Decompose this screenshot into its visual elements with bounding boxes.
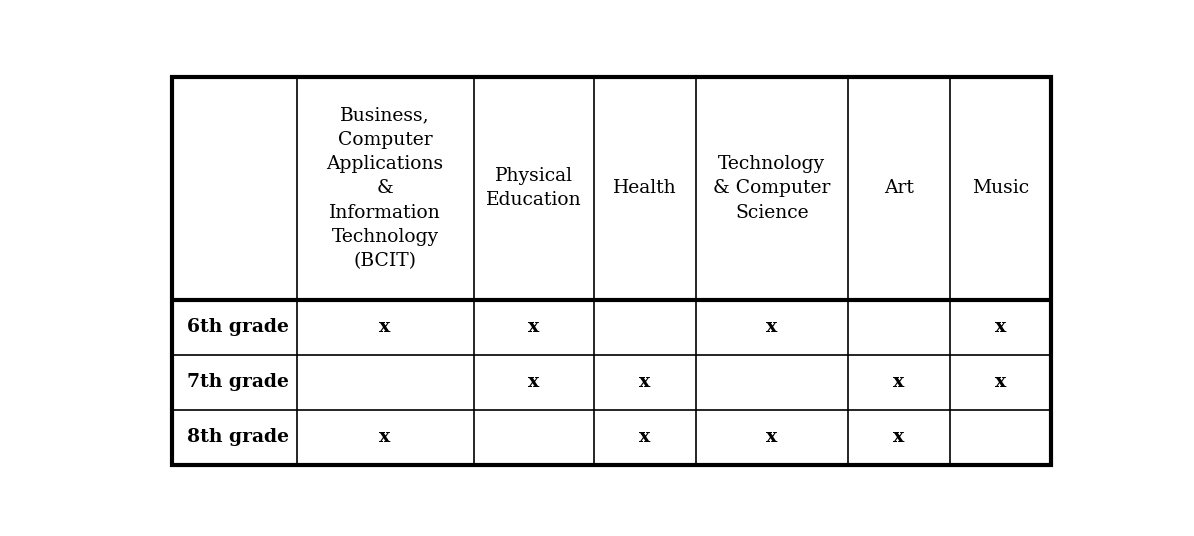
Text: x: x <box>893 428 905 446</box>
Text: x: x <box>639 373 651 391</box>
Text: Health: Health <box>613 179 677 197</box>
Text: 6th grade: 6th grade <box>187 318 289 336</box>
Text: x: x <box>639 428 651 446</box>
Text: x: x <box>893 373 905 391</box>
Text: x: x <box>528 318 540 336</box>
Text: x: x <box>380 318 390 336</box>
Text: x: x <box>528 373 540 391</box>
Text: 8th grade: 8th grade <box>187 428 289 446</box>
Text: Business,
Computer
Applications
&
Information
Technology
(BCIT): Business, Computer Applications & Inform… <box>326 106 444 270</box>
Text: 7th grade: 7th grade <box>187 373 289 391</box>
Text: x: x <box>995 318 1007 336</box>
Text: x: x <box>767 428 777 446</box>
Text: Physical
Education: Physical Education <box>486 167 581 210</box>
Text: x: x <box>380 428 390 446</box>
Text: x: x <box>995 373 1007 391</box>
Text: Music: Music <box>972 179 1029 197</box>
Text: x: x <box>767 318 777 336</box>
Text: Art: Art <box>884 179 913 197</box>
Text: Technology
& Computer
Science: Technology & Computer Science <box>713 155 831 221</box>
